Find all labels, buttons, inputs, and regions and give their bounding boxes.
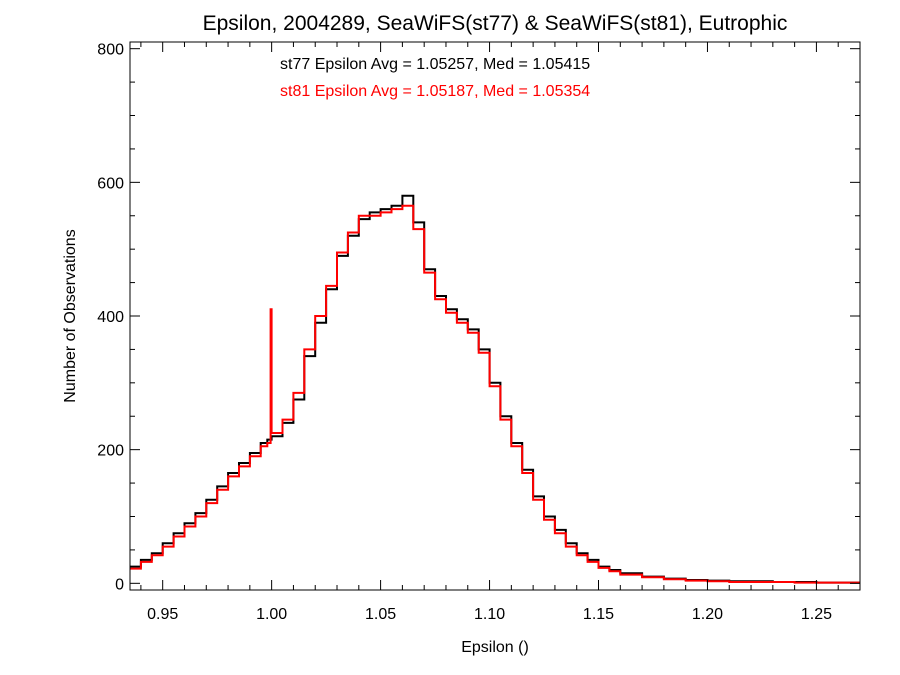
annotation-st77: st77 Epsilon Avg = 1.05257, Med = 1.0541… <box>280 56 590 73</box>
x-tick-label: 1.00 <box>256 606 287 623</box>
annotation-st81: st81 Epsilon Avg = 1.05187, Med = 1.0535… <box>280 83 590 100</box>
series-layer <box>130 194 860 584</box>
y-tick-label: 0 <box>115 576 124 593</box>
y-axis-label: Number of Observations <box>62 229 79 402</box>
x-axis-label: Epsilon () <box>461 639 529 656</box>
x-tick-label: 1.25 <box>801 606 832 623</box>
x-tick-label: 1.20 <box>692 606 723 623</box>
plot-frame <box>129 41 861 591</box>
x-tick-label: 1.15 <box>583 606 614 623</box>
y-tick-label: 400 <box>97 309 124 326</box>
x-tick-label: 0.95 <box>147 606 178 623</box>
x-tick-label: 1.05 <box>365 606 396 623</box>
series-1-line <box>130 204 860 584</box>
y-tick-label: 800 <box>97 42 124 59</box>
series-0-line <box>130 194 860 584</box>
y-tick-label: 600 <box>97 175 124 192</box>
x-tick-label: 1.10 <box>474 606 505 623</box>
axes-layer: 0.95 1.00 1.05 1.10 1.15 1.20 1.25 0 200 400 600 80… <box>97 41 861 623</box>
chart-title: Epsilon, 2004289, SeaWiFS(st77) & SeaWiF… <box>203 12 788 35</box>
y-tick-label: 200 <box>97 443 124 460</box>
